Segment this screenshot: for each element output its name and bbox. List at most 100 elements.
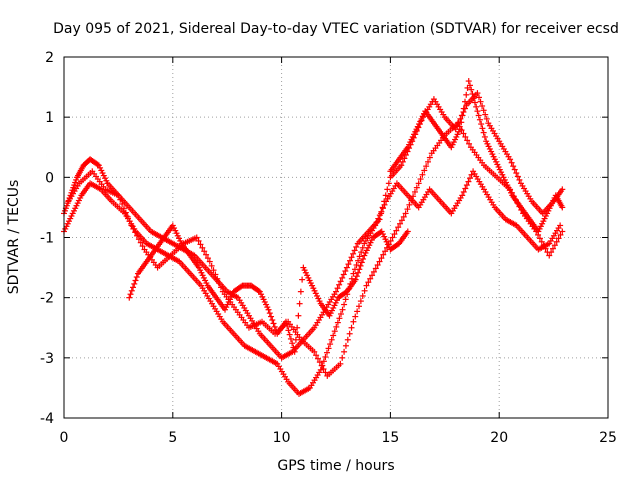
data-point [475, 112, 482, 119]
data-point [314, 355, 321, 362]
data-point [421, 167, 428, 174]
data-point [463, 182, 470, 189]
data-point [400, 213, 407, 220]
data-point [350, 250, 357, 257]
data-point [133, 274, 140, 281]
y-tick-label: 2 [45, 50, 54, 66]
data-point [365, 279, 372, 286]
y-tick-label: -4 [40, 411, 54, 427]
data-point [195, 237, 202, 244]
data-point [271, 323, 278, 330]
data-point [557, 231, 564, 238]
data-point [351, 247, 358, 254]
data-point [287, 335, 294, 342]
data-point [476, 116, 483, 123]
data-point [333, 288, 339, 295]
data-point [344, 336, 351, 343]
data-point [381, 201, 388, 208]
data-point [355, 269, 362, 276]
data-point [413, 184, 420, 191]
x-tick-label: 20 [490, 430, 508, 446]
data-point [346, 257, 353, 264]
data-point [474, 108, 481, 115]
data-point [342, 342, 349, 349]
data-point [292, 336, 299, 343]
data-point [463, 91, 470, 98]
data-point [132, 229, 139, 236]
x-tick-label: 15 [381, 430, 399, 446]
data-point [469, 90, 476, 97]
data-point [353, 273, 360, 280]
data-point [334, 319, 341, 326]
data-point [325, 345, 332, 352]
data-point [507, 156, 514, 163]
data-point [391, 231, 398, 238]
data-point [124, 213, 131, 220]
data-point [457, 115, 464, 122]
data-point [342, 268, 349, 275]
data-point [318, 362, 325, 369]
data-point [333, 323, 340, 330]
data-point [359, 292, 366, 299]
data-point [462, 185, 469, 192]
data-point [559, 204, 566, 211]
data-point [514, 173, 521, 180]
data-point [128, 222, 135, 229]
y-tick-label: 1 [45, 110, 54, 126]
data-point [295, 312, 302, 319]
data-point [206, 258, 213, 265]
data-point [468, 86, 475, 93]
data-point [454, 120, 461, 127]
data-point [483, 115, 490, 122]
data-point [423, 163, 430, 170]
data-point [297, 288, 304, 295]
data-point [363, 282, 370, 289]
data-point [313, 352, 320, 359]
data-point [139, 243, 146, 250]
data-point [466, 140, 473, 147]
data-point [289, 340, 296, 347]
data-point [339, 274, 346, 281]
x-axis-label: GPS time / hours [277, 458, 394, 474]
data-point [559, 186, 566, 193]
data-point [465, 178, 472, 185]
data-point [337, 310, 344, 317]
data-point [468, 171, 475, 178]
data-point [389, 234, 396, 241]
data-point [322, 353, 329, 360]
data-point [359, 244, 366, 251]
data-point [536, 235, 543, 242]
data-point [193, 234, 200, 241]
data-point [340, 271, 347, 278]
data-point [358, 249, 365, 256]
data-point [204, 255, 211, 262]
data-point [459, 112, 466, 119]
data-point [294, 324, 301, 331]
data-point [398, 162, 405, 169]
data-point [372, 265, 379, 272]
data-point [348, 254, 355, 261]
data-point [382, 248, 389, 255]
data-point [417, 176, 424, 183]
data-point [462, 133, 469, 140]
data-point [320, 366, 327, 373]
data-point [357, 262, 364, 269]
data-point [555, 235, 562, 242]
data-point [466, 175, 473, 182]
data-point [199, 244, 206, 251]
data-point [350, 270, 357, 277]
data-point [119, 200, 126, 207]
data-point [203, 251, 210, 258]
data-point [382, 192, 389, 199]
data-point [126, 294, 133, 301]
data-point [208, 262, 215, 269]
data-point [316, 359, 323, 366]
data-point [356, 303, 363, 310]
data-point [415, 180, 422, 187]
data-point [460, 105, 467, 112]
data-point [352, 313, 359, 320]
data-point [353, 262, 360, 269]
data-point [134, 232, 141, 239]
data-point [339, 354, 346, 361]
